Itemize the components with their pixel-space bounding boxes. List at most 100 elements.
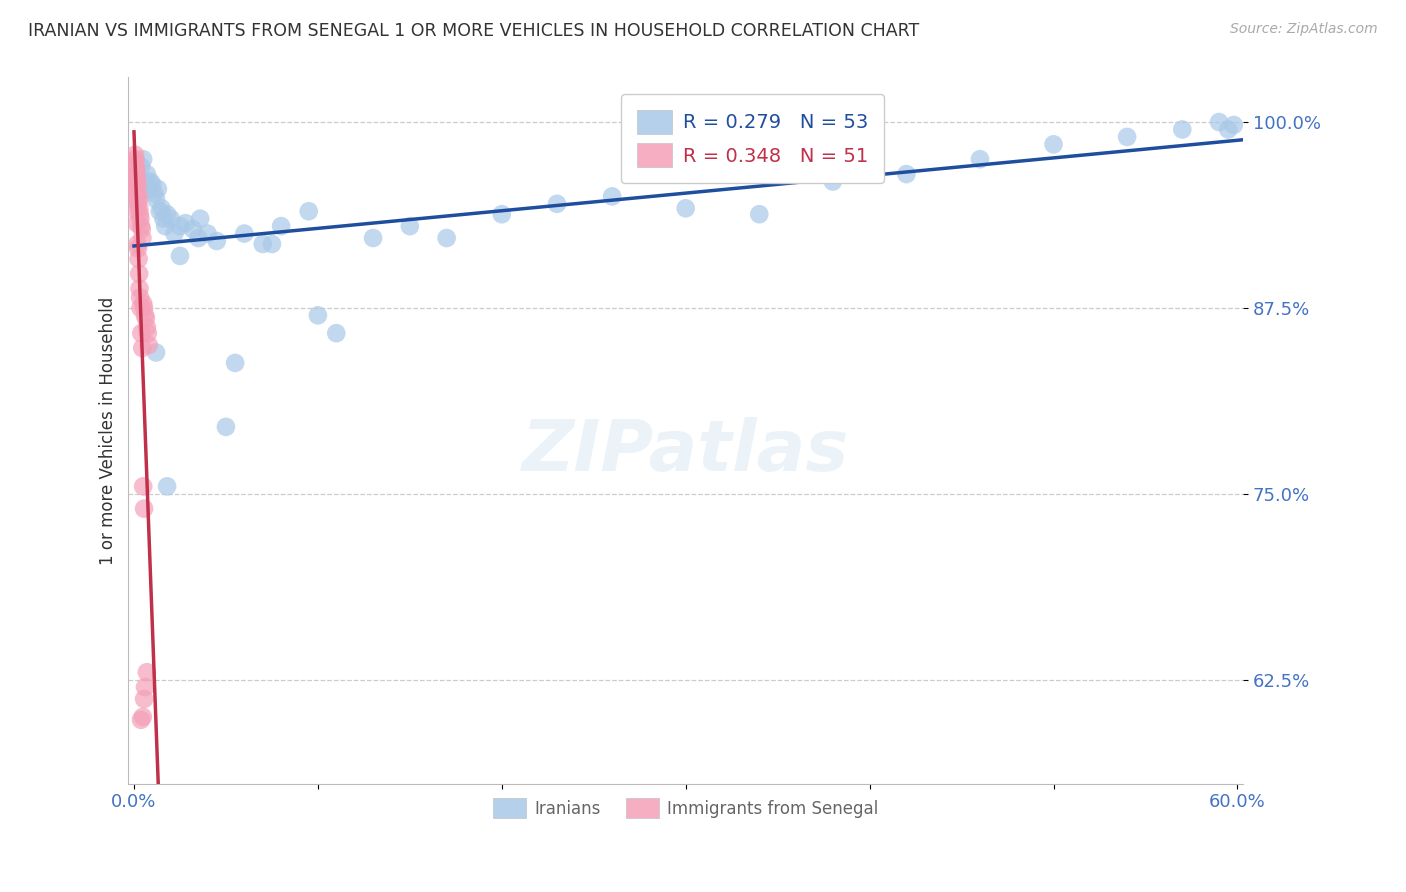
- Point: [127, 178, 149, 192]
- Point: [187, 231, 209, 245]
- Point: [125, 189, 148, 203]
- Point: [125, 167, 148, 181]
- Point: [131, 326, 153, 341]
- Point: [131, 222, 153, 236]
- Point: [1171, 122, 1194, 136]
- Point: [127, 204, 149, 219]
- Point: [138, 338, 160, 352]
- Y-axis label: 1 or more Vehicles in Household: 1 or more Vehicles in Household: [100, 296, 117, 565]
- Point: [174, 216, 197, 230]
- Text: ZIPatlas: ZIPatlas: [522, 417, 849, 486]
- Point: [138, 182, 160, 196]
- Point: [224, 356, 246, 370]
- Point: [125, 162, 148, 177]
- Text: IRANIAN VS IMMIGRANTS FROM SENEGAL 1 OR MORE VEHICLES IN HOUSEHOLD CORRELATION C: IRANIAN VS IMMIGRANTS FROM SENEGAL 1 OR …: [28, 22, 920, 40]
- Point: [145, 345, 167, 359]
- Text: Source: ZipAtlas.com: Source: ZipAtlas.com: [1230, 22, 1378, 37]
- Point: [1218, 122, 1240, 136]
- Point: [748, 207, 770, 221]
- Point: [169, 219, 191, 234]
- Point: [129, 301, 152, 315]
- Point: [143, 186, 166, 201]
- Point: [491, 207, 513, 221]
- Point: [124, 175, 146, 189]
- Point: [136, 326, 159, 341]
- Point: [132, 152, 155, 166]
- Point: [125, 162, 148, 177]
- Point: [129, 219, 152, 234]
- Point: [675, 202, 697, 216]
- Point: [1208, 115, 1230, 129]
- Point: [128, 252, 150, 266]
- Point: [128, 207, 150, 221]
- Point: [205, 234, 228, 248]
- Point: [361, 231, 384, 245]
- Point: [124, 167, 146, 181]
- Point: [132, 296, 155, 310]
- Point: [139, 175, 162, 189]
- Point: [156, 207, 179, 221]
- Legend: Iranians, Immigrants from Senegal: Iranians, Immigrants from Senegal: [486, 791, 886, 825]
- Point: [128, 267, 150, 281]
- Point: [896, 167, 918, 181]
- Point: [124, 162, 146, 177]
- Point: [969, 152, 991, 166]
- Point: [149, 204, 172, 219]
- Point: [260, 237, 283, 252]
- Point: [127, 237, 149, 252]
- Point: [152, 211, 174, 226]
- Point: [270, 219, 292, 234]
- Point: [128, 282, 150, 296]
- Point: [325, 326, 347, 341]
- Point: [163, 227, 186, 241]
- Point: [131, 231, 153, 245]
- Point: [134, 680, 156, 694]
- Point: [129, 713, 152, 727]
- Point: [127, 186, 149, 201]
- Point: [127, 171, 149, 186]
- Point: [131, 341, 153, 355]
- Point: [131, 160, 153, 174]
- Point: [156, 479, 179, 493]
- Point: [127, 197, 149, 211]
- Point: [145, 193, 167, 207]
- Point: [129, 211, 152, 226]
- Point: [125, 182, 148, 196]
- Point: [124, 157, 146, 171]
- Point: [169, 249, 191, 263]
- Point: [307, 309, 329, 323]
- Point: [128, 202, 150, 216]
- Point: [134, 175, 156, 189]
- Point: [159, 211, 181, 226]
- Point: [135, 311, 157, 326]
- Point: [132, 301, 155, 315]
- Point: [1223, 118, 1246, 132]
- Point: [233, 227, 256, 241]
- Point: [150, 202, 173, 216]
- Point: [129, 291, 152, 305]
- Point: [134, 309, 156, 323]
- Point: [298, 204, 321, 219]
- Point: [436, 231, 458, 245]
- Point: [1116, 129, 1139, 144]
- Point: [127, 242, 149, 256]
- Point: [132, 501, 155, 516]
- Point: [135, 320, 157, 334]
- Point: [128, 193, 150, 207]
- Point: [135, 665, 157, 680]
- Point: [821, 175, 844, 189]
- Point: [188, 211, 211, 226]
- Point: [146, 182, 169, 196]
- Point: [215, 420, 238, 434]
- Point: [124, 157, 146, 171]
- Point: [1042, 137, 1064, 152]
- Point: [135, 167, 157, 181]
- Point: [124, 152, 146, 166]
- Point: [399, 219, 422, 234]
- Point: [197, 227, 219, 241]
- Point: [252, 237, 274, 252]
- Point: [181, 222, 204, 236]
- Point: [125, 193, 148, 207]
- Point: [132, 710, 155, 724]
- Point: [124, 160, 146, 174]
